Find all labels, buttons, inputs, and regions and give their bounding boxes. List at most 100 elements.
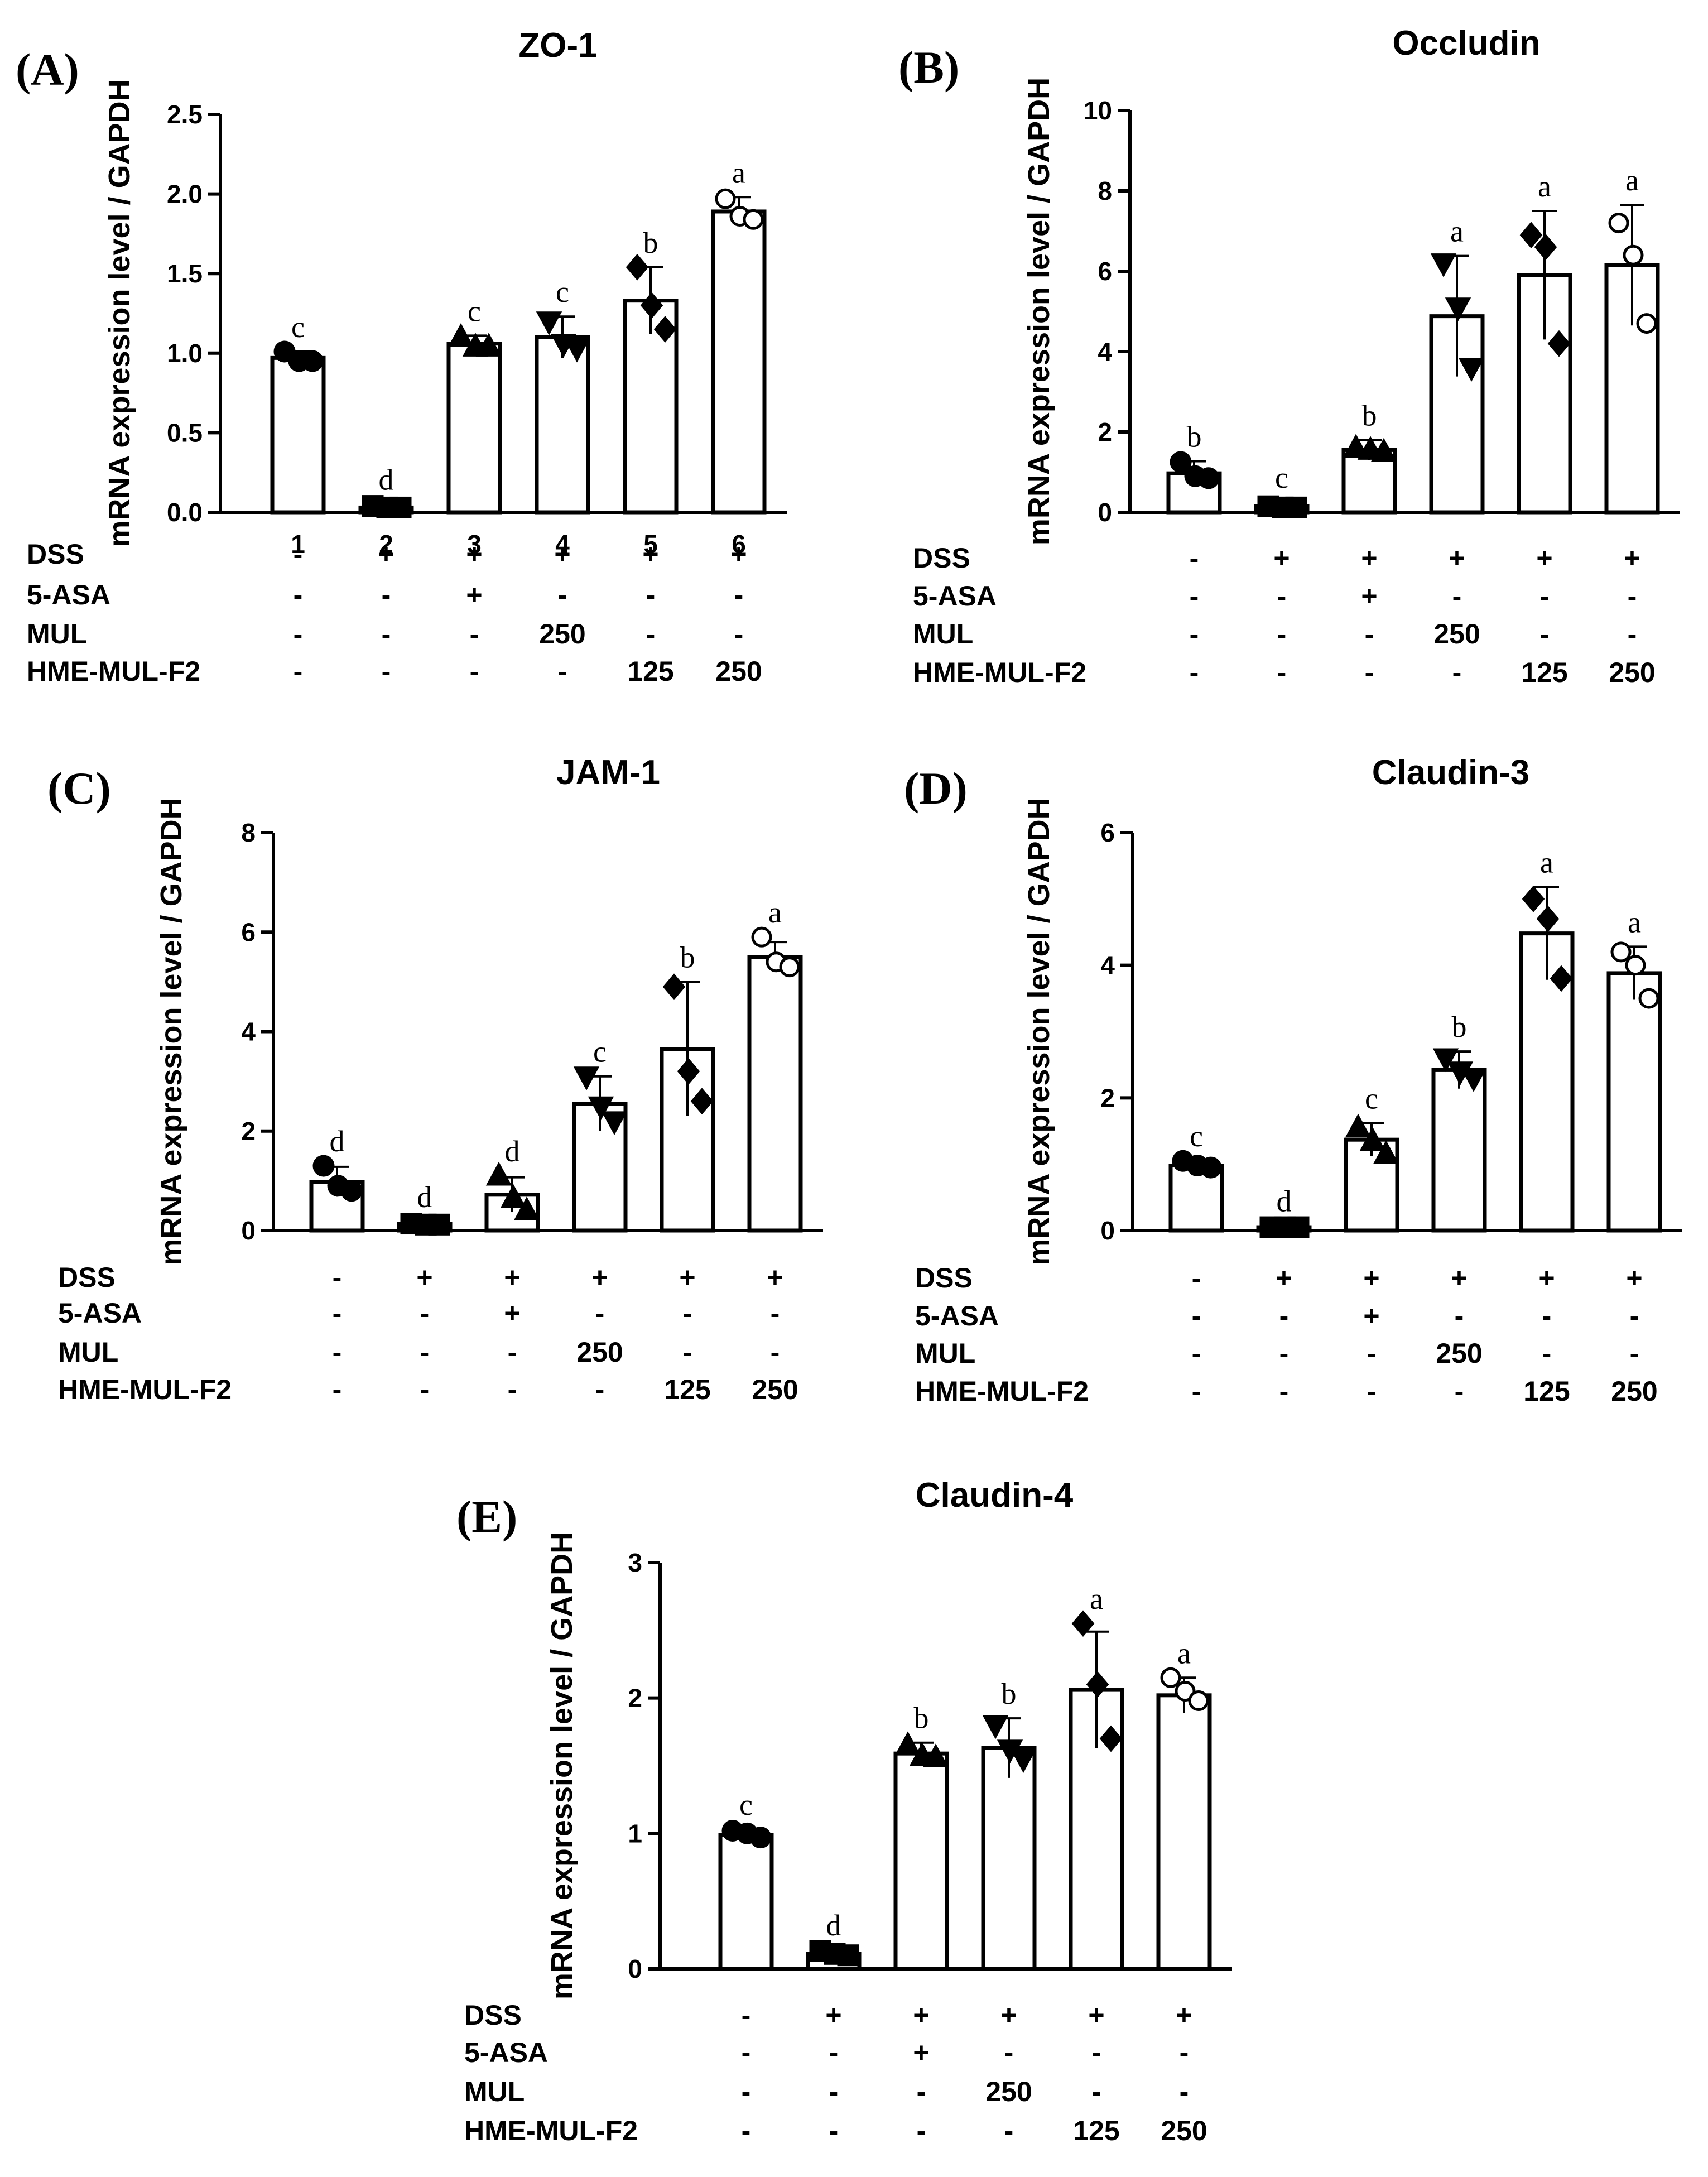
data-point-triangle-down [601, 1111, 628, 1136]
y-tick-label: 4 [1100, 951, 1115, 980]
treatment-cell: - [1455, 1300, 1464, 1332]
treatment-cell: - [917, 2076, 926, 2107]
treatment-cell: - [917, 2115, 926, 2146]
y-tick-label: 1.0 [167, 339, 203, 368]
significance-letter: d [1277, 1185, 1292, 1218]
significance-letter: b [1002, 1677, 1017, 1710]
data-point-diamond [640, 292, 663, 319]
treatment-cell: 125 [1073, 2115, 1119, 2146]
x-category-label: 1 [291, 530, 305, 559]
chart-title: JAM-1 [556, 753, 660, 792]
bar [893, 1751, 949, 1971]
treatment-cell: + [466, 579, 482, 611]
y-tick-label: 0.0 [167, 498, 203, 527]
treatment-cell: - [683, 1297, 692, 1329]
treatment-cell: - [508, 1374, 517, 1405]
treatment-cell: - [1192, 1262, 1201, 1294]
y-axis-label: mRNA expression level / GAPDH [1022, 78, 1056, 545]
treatment-row-label: DSS [464, 2000, 522, 2031]
panel-label: (E) [456, 1491, 517, 1542]
treatment-row-label: HME-MUL-F2 [27, 656, 200, 687]
treatment-cell: 250 [1436, 1338, 1482, 1369]
significance-letter: a [1177, 1636, 1191, 1670]
treatment-cell: - [382, 579, 391, 611]
treatment-cell: - [1192, 1300, 1201, 1332]
data-point-diamond [1086, 1671, 1109, 1698]
data-point-diamond [1536, 905, 1560, 933]
y-tick-label: 3 [628, 1548, 642, 1577]
data-point-diamond [1547, 330, 1571, 357]
y-tick-label: 0 [1098, 498, 1112, 527]
treatment-row-label: MUL [58, 1337, 118, 1368]
treatment-cell: - [829, 2076, 839, 2107]
data-point-open-circle [751, 926, 772, 948]
treatment-cell: 250 [1611, 1376, 1657, 1407]
y-tick-label: 10 [1084, 96, 1112, 125]
treatment-cell: - [742, 2000, 751, 2031]
treatment-cell: - [646, 579, 656, 611]
treatment-cell: 250 [715, 656, 762, 687]
treatment-cell: - [1542, 1338, 1552, 1369]
chart-panel: (B) Occludin mRNA expression level / GAPDH… [898, 24, 1680, 688]
significance-letter: b [914, 1702, 929, 1735]
treatment-cell: 250 [752, 1374, 798, 1405]
y-tick-label: 2.5 [167, 100, 203, 129]
treatment-cell: - [420, 1297, 430, 1329]
significance-letter: a [1538, 170, 1551, 203]
treatment-row-label: HME-MUL-F2 [913, 657, 1086, 688]
y-tick-label: 0 [1100, 1216, 1115, 1245]
data-point-triangle-up [922, 1743, 949, 1767]
bar [1156, 1693, 1212, 1971]
data-point-triangle-up [475, 333, 502, 357]
treatment-cell: + [1276, 1262, 1292, 1294]
bar [446, 342, 502, 515]
chart-title: Claudin-4 [916, 1476, 1074, 1515]
treatment-cell: 250 [1161, 2115, 1207, 2146]
treatment-cell: - [829, 2037, 839, 2068]
treatment-cell: - [1180, 2076, 1189, 2107]
y-axis-label: mRNA expression level / GAPDH [545, 1532, 579, 2000]
panel-label: (A) [16, 44, 79, 95]
treatment-cell: + [1363, 1262, 1379, 1294]
treatment-cell: + [825, 2000, 841, 2031]
treatment-row-label: 5-ASA [915, 1300, 999, 1332]
data-point-triangle-down [573, 1066, 600, 1090]
treatment-cell: + [1451, 1262, 1467, 1294]
significance-letter: a [1628, 905, 1641, 939]
treatment-cell: - [294, 656, 303, 687]
y-tick-label: 2 [241, 1117, 256, 1146]
treatment-cell: - [508, 1337, 517, 1368]
treatment-cell: - [1630, 1300, 1639, 1332]
data-point-diamond [662, 973, 686, 1001]
data-point-square [1285, 496, 1307, 518]
treatment-cell: - [382, 656, 391, 687]
bar [718, 1833, 774, 1971]
treatment-cell: - [470, 618, 479, 650]
data-point-triangle-down [1458, 358, 1485, 382]
treatment-row-label: 5-ASA [58, 1297, 142, 1329]
data-point-triangle-down [536, 311, 562, 336]
treatment-cell: + [642, 539, 658, 570]
treatment-cell: - [742, 2115, 751, 2146]
treatment-cell: 250 [985, 2076, 1032, 2107]
data-point-open-circle [743, 209, 764, 230]
data-point-diamond [653, 316, 677, 343]
treatment-cell: - [683, 1337, 692, 1368]
treatment-cell: - [742, 2037, 751, 2068]
treatment-cell: - [333, 1374, 342, 1405]
y-tick-label: 2 [1100, 1083, 1115, 1112]
y-tick-label: 4 [241, 1017, 256, 1046]
panel-label: (B) [898, 42, 959, 93]
treatment-cell: + [1449, 542, 1465, 574]
treatment-cell: - [558, 656, 567, 687]
treatment-cell: - [646, 618, 656, 650]
bar [270, 355, 326, 515]
treatment-cell: + [504, 1262, 520, 1293]
data-point-open-circle [1608, 213, 1629, 234]
chart-panel: (C) JAM-1 mRNA expression level / GAPDH 0 2 4… [47, 753, 823, 1405]
significance-letter: d [379, 463, 394, 497]
data-point-triangle-down [1010, 1749, 1037, 1774]
chart-panel: (D) Claudin-3 mRNA expression level / GAPD… [904, 753, 1682, 1407]
panel-label: (D) [904, 763, 968, 814]
treatment-row-label: DSS [58, 1262, 116, 1293]
